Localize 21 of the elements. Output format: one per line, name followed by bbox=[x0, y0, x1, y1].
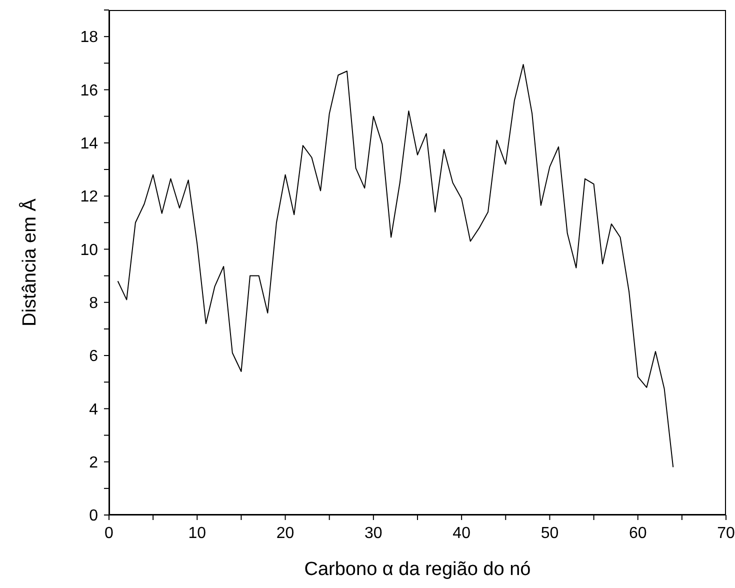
line-series bbox=[117, 64, 674, 468]
x-tick-label: 60 bbox=[628, 525, 647, 542]
y-tick-label: 18 bbox=[80, 29, 98, 46]
x-tick-label: 50 bbox=[540, 525, 559, 542]
y-tick-label: 0 bbox=[89, 508, 98, 525]
x-tick-label: 10 bbox=[188, 525, 206, 542]
x-tick-label: 70 bbox=[717, 525, 735, 542]
y-tick-label: 14 bbox=[80, 135, 98, 152]
x-tick-label: 0 bbox=[104, 525, 114, 542]
y-tick-label: 6 bbox=[89, 348, 98, 366]
x-axis-title: Carbono α da região do nó bbox=[304, 559, 531, 580]
x-tick-label: 30 bbox=[364, 525, 382, 542]
y-tick-label: 8 bbox=[89, 294, 98, 312]
x-tick-label: 20 bbox=[276, 525, 294, 542]
y-tick-label: 4 bbox=[89, 401, 98, 418]
y-axis-title: Distância em Å bbox=[18, 198, 41, 326]
y-tick-label: 2 bbox=[89, 454, 98, 472]
y-tick-label: 16 bbox=[80, 82, 98, 100]
y-tick-label: 12 bbox=[80, 188, 98, 206]
y-tick-label: 10 bbox=[80, 242, 98, 259]
x-tick-label: 40 bbox=[452, 525, 471, 542]
